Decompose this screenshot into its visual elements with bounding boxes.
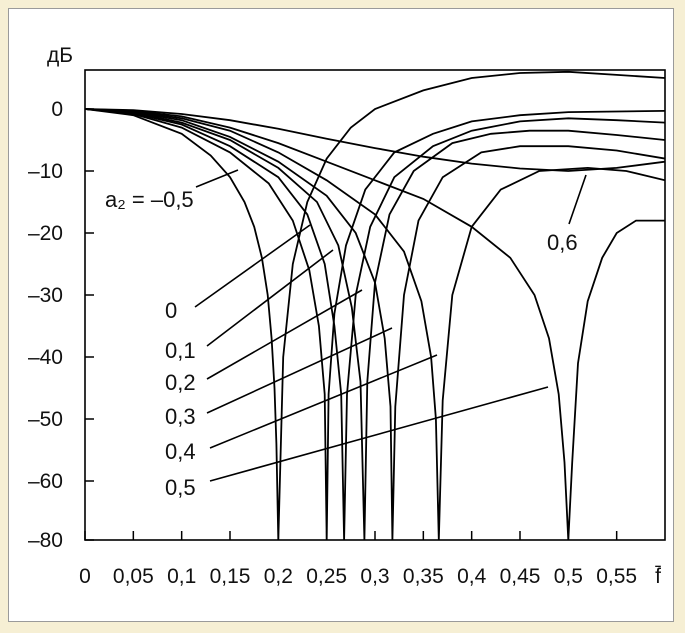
curve-1 — [85, 108, 665, 540]
curve-label: 0,3 — [165, 404, 196, 429]
x-tick-label: 0,25 — [306, 565, 347, 588]
y-tick-label: –20 — [28, 222, 63, 245]
x-tick-label: 0,45 — [500, 565, 541, 588]
curve-4 — [85, 108, 665, 540]
leader-line — [206, 249, 334, 347]
y-tick-label: –50 — [28, 408, 63, 431]
leader-line — [206, 289, 363, 380]
x-tick-label: 0,15 — [210, 565, 251, 588]
x-tick-label: 0,3 — [360, 565, 389, 588]
y-tick-label: –30 — [28, 284, 63, 307]
x-tick-label: 0,55 — [596, 565, 637, 588]
y-tick-label: –10 — [28, 160, 63, 183]
curve-3 — [85, 108, 665, 540]
x-tick-label: 0,1 — [167, 565, 196, 588]
x-axis-label: f̄ — [655, 565, 661, 588]
x-tick-label: 0,35 — [403, 565, 444, 588]
leader-line — [194, 224, 311, 308]
curve-label: 0,1 — [165, 338, 196, 363]
curve-label: 0,6 — [547, 230, 578, 255]
curve-6 — [85, 108, 665, 540]
leader-line — [206, 327, 393, 414]
y-tick-label: –80 — [28, 529, 63, 552]
curve-label: 0,2 — [165, 370, 196, 395]
y-axis-label: дБ — [47, 44, 73, 67]
x-tick-label: 0,5 — [554, 565, 583, 588]
leader-line — [209, 354, 438, 449]
curve-label: a₂ = –0,5 — [105, 187, 194, 212]
curve-7 — [85, 108, 665, 172]
x-tick-label: 0,4 — [457, 565, 487, 588]
y-tick-label: –60 — [28, 470, 63, 493]
y-tick-label: –40 — [28, 346, 63, 369]
curve-5 — [85, 108, 665, 540]
x-tick-label: 0,2 — [264, 565, 293, 588]
curve-0 — [85, 70, 665, 540]
leader-line — [195, 169, 239, 188]
leader-line — [568, 174, 587, 225]
x-tick-label: 0 — [79, 565, 91, 588]
curve-label: 0 — [165, 298, 177, 323]
leader-line — [209, 386, 549, 482]
y-tick-label: 0 — [51, 98, 63, 121]
curve-label: 0,5 — [165, 475, 196, 500]
curve-2 — [85, 108, 665, 540]
curve-label: 0,4 — [165, 439, 196, 464]
x-tick-label: 0,05 — [113, 565, 154, 588]
